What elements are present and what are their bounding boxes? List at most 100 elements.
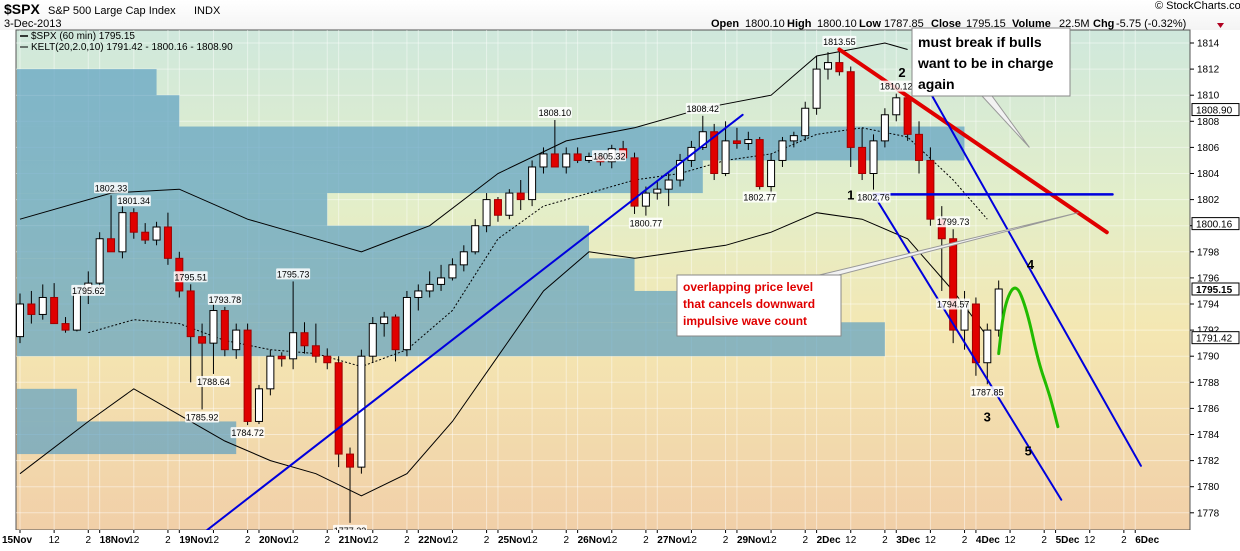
- candle-up: [664, 179, 673, 190]
- candle-up: [16, 303, 24, 338]
- y-tick-label: 1802: [1197, 195, 1220, 206]
- x-tick-label: 26Nov: [578, 535, 608, 546]
- candle-down: [516, 192, 525, 201]
- annotations: overlapping price level that cancels down…: [676, 27, 1079, 458]
- x-tick-label: 2: [882, 535, 888, 546]
- candle-down: [243, 329, 252, 422]
- y-tick-label: 1796: [1197, 273, 1220, 284]
- black-annotation-line: again: [918, 76, 955, 92]
- trend-lines: [186, 47, 1142, 547]
- candle-up: [482, 199, 491, 227]
- candle-up: [823, 62, 832, 70]
- price-label-box: [94, 182, 129, 194]
- candle-up: [585, 156, 593, 161]
- legend-kelt: KELT(20,2.0,10) 1791.42 - 1800.16 - 1808…: [31, 42, 233, 53]
- price-label: 1795.51: [174, 272, 207, 282]
- price-label-box: [116, 195, 151, 207]
- candle-down: [346, 453, 355, 468]
- volume-profile-bar: [17, 258, 635, 291]
- x-tick-label: 2: [484, 535, 490, 546]
- price-label-box: [742, 191, 777, 203]
- wave-number: 2: [898, 65, 905, 80]
- x-tick-label: 2: [802, 535, 808, 546]
- price-label-box: [936, 298, 971, 310]
- kelt-upper-band: [19, 42, 908, 253]
- price-label-box: [196, 375, 231, 387]
- volume-label: Volume: [1012, 18, 1051, 30]
- price-marker-label: 1800.16: [1196, 220, 1233, 231]
- candle-down: [27, 303, 36, 315]
- x-tick-label: 15Nov: [2, 535, 32, 546]
- candle-down: [50, 296, 59, 325]
- close-label: Close: [931, 18, 961, 30]
- channel-upper: [912, 61, 1142, 467]
- candle-up: [789, 135, 798, 142]
- black-annotation-line: want to be in charge: [917, 55, 1054, 71]
- price-label: 1785.92: [186, 412, 219, 422]
- candle-up: [437, 277, 446, 285]
- candle-down: [835, 62, 844, 73]
- price-label-box: [856, 191, 891, 203]
- price-label-box: [230, 427, 265, 439]
- open-value: 1800.10: [745, 18, 785, 30]
- candle-up: [880, 114, 889, 142]
- candle-up: [254, 388, 263, 422]
- price-label-box: [936, 216, 971, 228]
- x-tick-label: 12: [925, 535, 937, 546]
- x-tick-label: 27Nov: [657, 535, 687, 546]
- red-annotation-line: overlapping price level: [683, 280, 813, 294]
- x-tick-label: 12: [606, 535, 618, 546]
- symbol-label: $SPX: [4, 1, 40, 17]
- x-tick-label: 12: [208, 535, 220, 546]
- candle-down: [732, 140, 741, 144]
- x-tick-label: 29Nov: [737, 535, 767, 546]
- x-tick-label: 21Nov: [339, 535, 369, 546]
- y-tick-label: 1784: [1197, 430, 1220, 441]
- red-downtrend: [837, 47, 1109, 235]
- wave-number: 4: [1027, 257, 1035, 272]
- x-tick-label: 3Dec: [896, 535, 920, 546]
- candle-up: [448, 264, 457, 279]
- y-tick-label: 1812: [1197, 65, 1220, 76]
- y-tick-label: 1798: [1197, 247, 1220, 258]
- y-tick-label: 1794: [1197, 300, 1220, 311]
- x-tick-label: 2: [1041, 535, 1047, 546]
- price-label: 1810.12: [880, 82, 913, 92]
- x-tick-label: 2: [404, 535, 410, 546]
- y-tick-label: 1778: [1197, 508, 1220, 519]
- x-tick-label: 12: [288, 535, 300, 546]
- candle-down: [107, 238, 116, 253]
- y-tick-label: 1792: [1197, 326, 1220, 337]
- candle-down: [573, 153, 582, 161]
- price-label: 1794.57: [937, 300, 970, 310]
- candle-up: [368, 323, 377, 357]
- price-label-box: [822, 35, 857, 47]
- candle-up: [459, 251, 468, 266]
- y-tick-label: 1814: [1197, 39, 1220, 50]
- candle-up: [539, 153, 548, 168]
- y-tick-label: 1790: [1197, 352, 1220, 363]
- candle-down: [710, 131, 719, 175]
- x-tick-label: 2: [165, 535, 171, 546]
- candle-down: [903, 97, 912, 135]
- price-label-box: [71, 284, 106, 296]
- candle-down: [550, 153, 559, 168]
- price-label-box: [685, 102, 720, 114]
- volume-profile-bar: [17, 95, 180, 127]
- x-tick-label: 2Dec: [817, 535, 841, 546]
- x-tick-label: 20Nov: [259, 535, 289, 546]
- price-label-box: [970, 386, 1005, 398]
- wave-number: 5: [1025, 443, 1032, 458]
- chg-label: Chg: [1093, 18, 1114, 30]
- candle-down: [277, 355, 286, 360]
- x-tick-label: 12: [766, 535, 778, 546]
- low-label: Low: [859, 18, 881, 30]
- price-label-box: [592, 150, 626, 162]
- black-annotation-line: must break if bulls: [918, 34, 1042, 50]
- candle-down: [915, 133, 924, 161]
- candle-up: [562, 153, 571, 168]
- candle-up: [38, 296, 47, 315]
- y-axis: 1776177817801782178417861788179017921794…: [1189, 30, 1240, 545]
- candle-up: [414, 290, 423, 298]
